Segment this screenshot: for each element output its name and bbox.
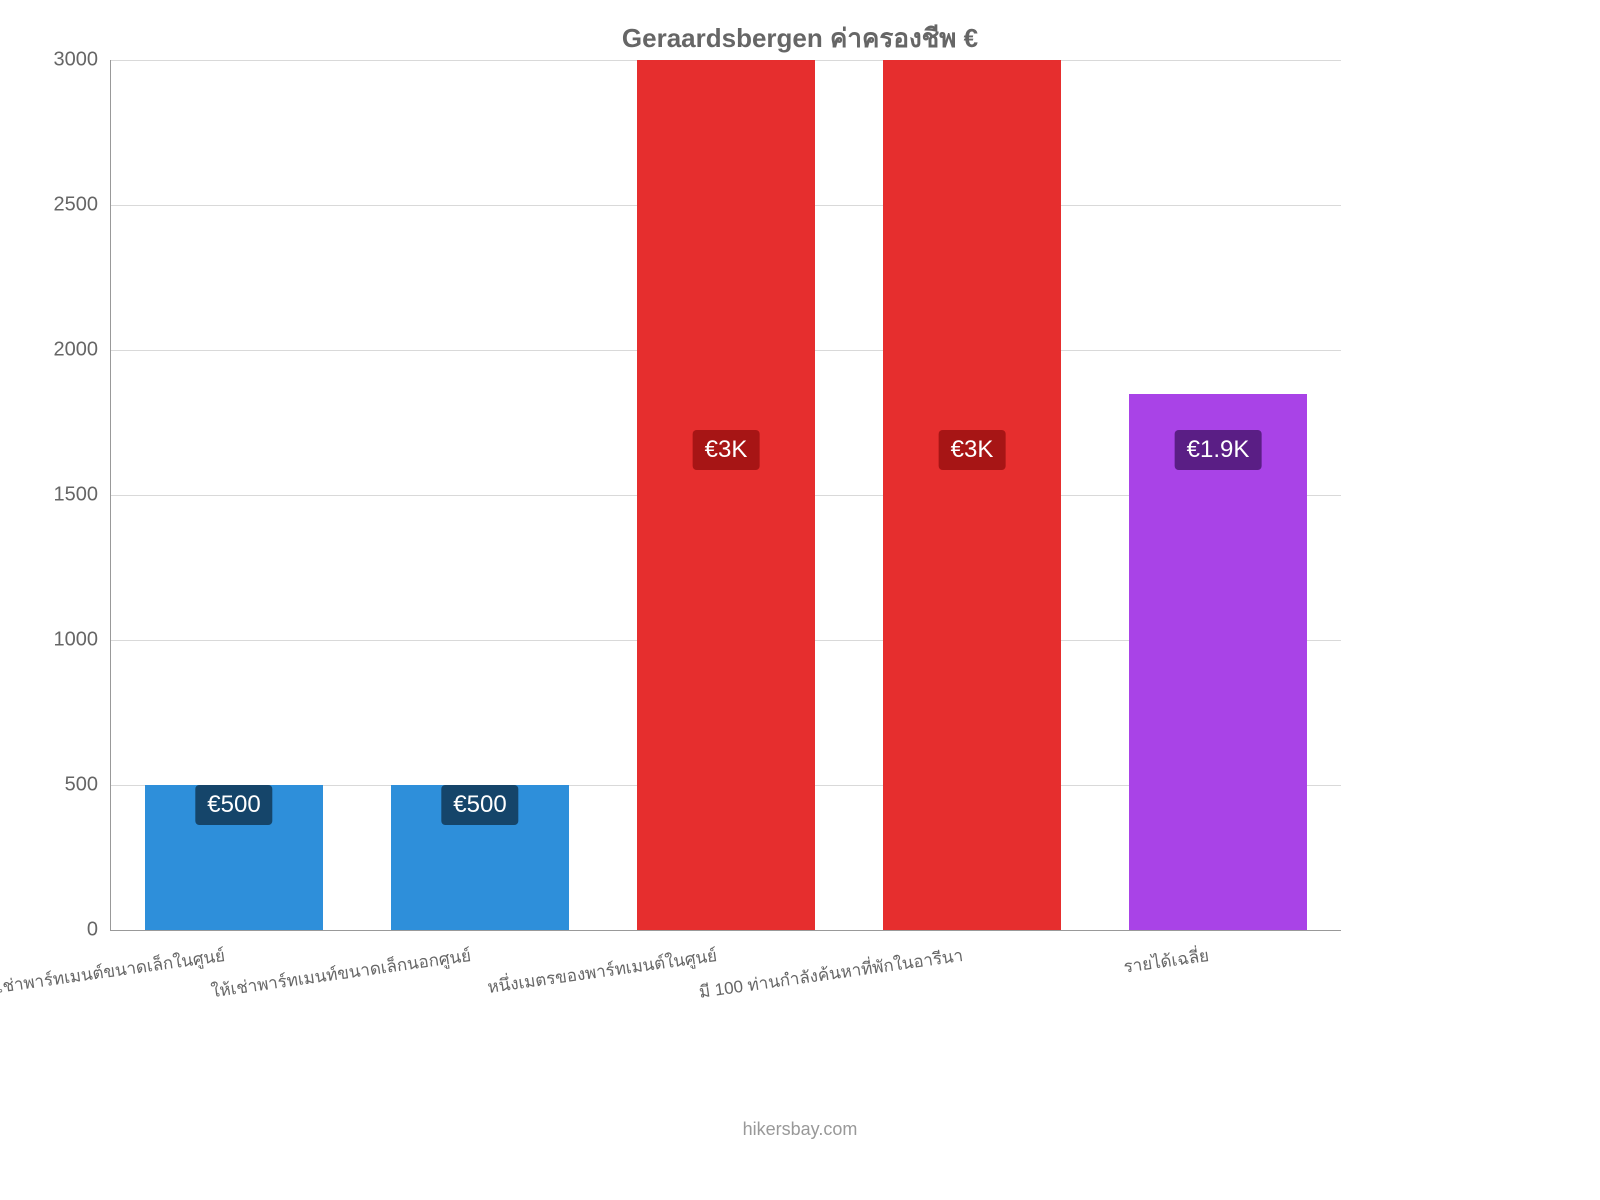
- y-tick-label: 1000: [54, 629, 99, 652]
- attribution-text: hikersbay.com: [0, 1119, 1600, 1140]
- plot-area: €500 €500 €3K €3K €1.9K: [110, 60, 1341, 931]
- bar-value-label: €1.9K: [1175, 430, 1262, 470]
- y-tick-label: 3000: [54, 49, 99, 72]
- y-tick-label: 1500: [54, 484, 99, 507]
- chart-title: Geraardsbergen ค่าครองชีพ €: [0, 18, 1600, 59]
- bar-value-label: €3K: [693, 430, 760, 470]
- x-tick-label: รายได้เฉลี่ย: [1122, 942, 1211, 981]
- y-tick-label: 2500: [54, 194, 99, 217]
- y-tick-label: 500: [65, 774, 98, 797]
- x-tick-label: หนึ่งเมตรของพาร์ทเมนต์ในศูนย์: [486, 942, 719, 1001]
- bar: [1129, 394, 1306, 931]
- bar: [883, 60, 1060, 930]
- x-tick-label: มี 100 ท่านกำลังค้นหาที่พักในอารีนา: [697, 942, 965, 1006]
- bar-value-label: €3K: [939, 430, 1006, 470]
- bar-value-label: €500: [441, 785, 518, 825]
- bar-value-label: €500: [195, 785, 272, 825]
- y-tick-label: 0: [87, 919, 98, 942]
- cost-of-living-chart: Geraardsbergen ค่าครองชีพ € €500€500€3K€…: [0, 0, 1600, 1200]
- y-tick-label: 2000: [54, 339, 99, 362]
- bar: [637, 60, 814, 930]
- x-tick-label: ให้เช่าพาร์ทเมนต์ขนาดเล็กในศูนย์: [0, 942, 227, 1004]
- x-tick-label: ให้เช่าพาร์ทเมนท์ขนาดเล็กนอกศูนย์: [209, 942, 472, 1005]
